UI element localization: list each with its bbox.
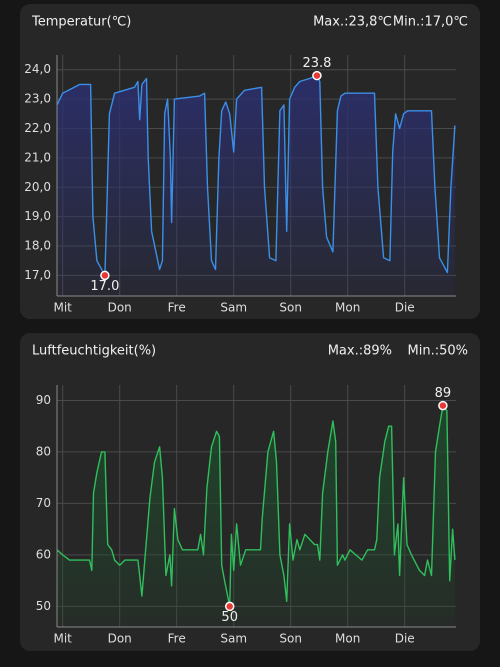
- min-label: Min.:50%: [408, 344, 468, 359]
- x-tick-label: Mon: [335, 301, 360, 315]
- max-label: Max.:23,8℃: [313, 15, 392, 30]
- x-tick-label: Die: [395, 301, 415, 315]
- min-label: Min.:17,0℃: [393, 15, 468, 30]
- area: [57, 75, 455, 296]
- extreme-label: 50: [221, 610, 238, 625]
- extreme-marker: [438, 400, 448, 411]
- y-tick-label: 90: [36, 393, 51, 407]
- y-tick-label: 60: [36, 547, 51, 561]
- y-tick-label: 17,0: [24, 268, 51, 282]
- line: [56, 74, 456, 277]
- chart-title: Temperatur(℃): [31, 15, 131, 30]
- y-tick-label: 24,0: [24, 62, 51, 76]
- line: [56, 404, 456, 608]
- x-tick-label: Don: [108, 632, 132, 646]
- y-tick-label: 21,0: [24, 150, 51, 164]
- extreme-marker: [100, 270, 110, 281]
- x-tick-label: Mit: [53, 301, 72, 315]
- x-tick-label: Sam: [220, 301, 247, 315]
- x-tick-label: Don: [108, 301, 132, 315]
- x-tick-label: Fre: [168, 632, 186, 646]
- chart-title: Luftfeuchtigkeit(%): [32, 344, 156, 359]
- x-tick-label: Mon: [335, 632, 360, 646]
- extreme-label: 23.8: [302, 56, 331, 71]
- x-tick-label: Die: [395, 632, 415, 646]
- y-tick-label: 80: [36, 444, 51, 458]
- y-tick-label: 23,0: [24, 92, 51, 106]
- y-tick-label: 70: [36, 496, 51, 510]
- max-label: Max.:89%: [328, 344, 392, 359]
- x-tick-label: Son: [279, 632, 302, 646]
- x-tick-label: Fre: [168, 301, 186, 315]
- y-tick-label: 22,0: [24, 121, 51, 135]
- x-tick-label: Sam: [220, 632, 247, 646]
- x-tick-label: Mit: [53, 632, 72, 646]
- y-tick-label: 18,0: [24, 239, 51, 253]
- extreme-label: 89: [435, 386, 452, 401]
- extreme-label: 17.0: [90, 279, 119, 294]
- y-tick-label: 20,0: [24, 180, 51, 194]
- extreme-marker: [312, 70, 322, 81]
- y-tick-label: 50: [36, 599, 51, 613]
- area: [57, 405, 455, 627]
- extreme-marker: [224, 601, 235, 612]
- y-tick-label: 19,0: [24, 209, 51, 223]
- x-tick-label: Son: [279, 301, 302, 315]
